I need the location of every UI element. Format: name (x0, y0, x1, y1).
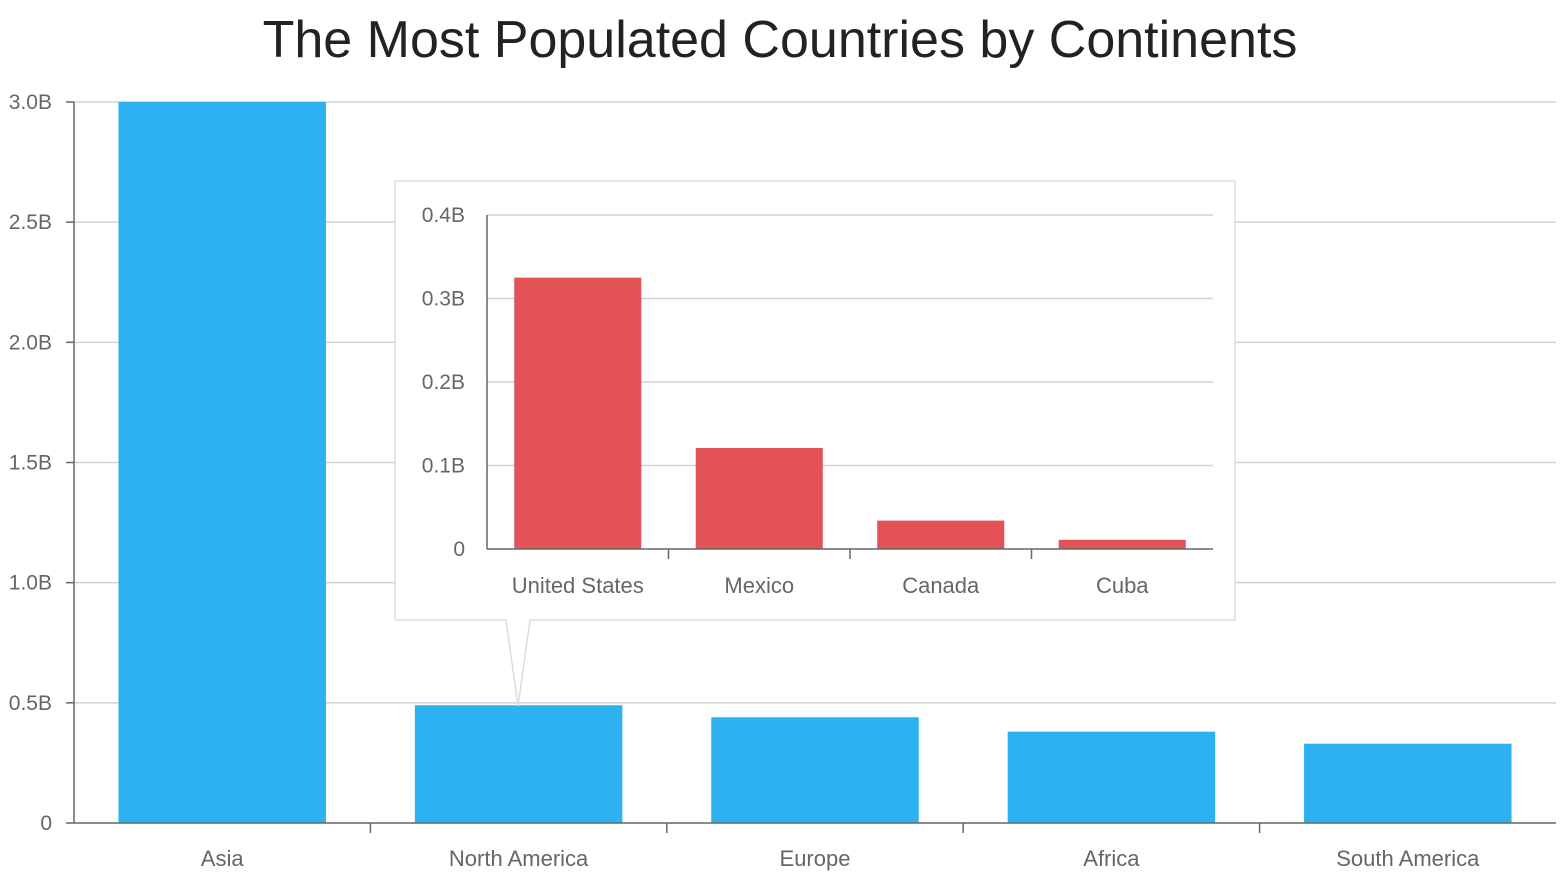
main-bar-africa[interactable] (1007, 731, 1216, 823)
main-bar-asia[interactable] (118, 102, 326, 823)
tooltip-y-tick-labels: 0 0.1B 0.2B 0.3B 0.4B (422, 204, 465, 561)
main-x-label-north-america: North America (449, 846, 589, 871)
tooltip-axes (486, 215, 1213, 559)
tooltip-bar-mexico[interactable] (695, 447, 823, 549)
main-y-tick-labels: 0 0.5B 1.0B 1.5B 2.0B 2.5B 3.0B (9, 91, 52, 835)
tooltip-y-tick-label: 0.1B (422, 455, 465, 478)
tooltip-bar-united-states[interactable] (514, 277, 642, 549)
main-y-tick-label: 0 (40, 812, 52, 835)
tooltip-x-label-cuba: Cuba (1096, 573, 1149, 598)
tooltip-x-label-canada: Canada (902, 573, 980, 598)
main-axes (66, 101, 1556, 833)
main-x-label-south-america: South America (1336, 846, 1480, 871)
main-x-label-europe: Europe (780, 846, 851, 871)
tooltip-x-tick-labels: United States Mexico Canada Cuba (512, 573, 1150, 598)
main-y-tick-label: 1.0B (9, 572, 52, 595)
tooltip-y-tick-label: 0.4B (422, 204, 465, 227)
main-bars (118, 102, 1512, 823)
main-y-tick-label: 0.5B (9, 692, 52, 715)
main-bar-north-america[interactable] (414, 705, 623, 823)
main-y-tick-label: 2.5B (9, 211, 52, 234)
tooltip-bar-canada[interactable] (877, 520, 1005, 549)
tooltip-bars (514, 277, 1186, 549)
tooltip-y-tick-label: 0 (453, 538, 465, 561)
main-x-label-africa: Africa (1083, 846, 1140, 871)
main-x-label-asia: Asia (201, 846, 245, 871)
main-bar-south-america[interactable] (1304, 743, 1512, 823)
main-y-tick-label: 3.0B (9, 91, 52, 114)
main-y-tick-label: 1.5B (9, 452, 52, 475)
tooltip-y-tick-label: 0.3B (422, 288, 465, 311)
main-bar-europe[interactable] (711, 717, 919, 823)
chart-title: The Most Populated Countries by Continen… (263, 11, 1298, 69)
tooltip-bar-cuba[interactable] (1058, 539, 1186, 549)
main-y-tick-label: 2.0B (9, 331, 52, 354)
tooltip-y-tick-label: 0.2B (422, 371, 465, 394)
tooltip-x-label-mexico: Mexico (724, 573, 794, 598)
main-x-tick-labels: Asia North America Europe Africa South Ameri… (201, 846, 1480, 871)
tooltip: 0 0.1B 0.2B 0.3B 0.4B United States Mexico Can… (394, 180, 1236, 707)
tooltip-x-label-united-states: United States (512, 573, 644, 598)
